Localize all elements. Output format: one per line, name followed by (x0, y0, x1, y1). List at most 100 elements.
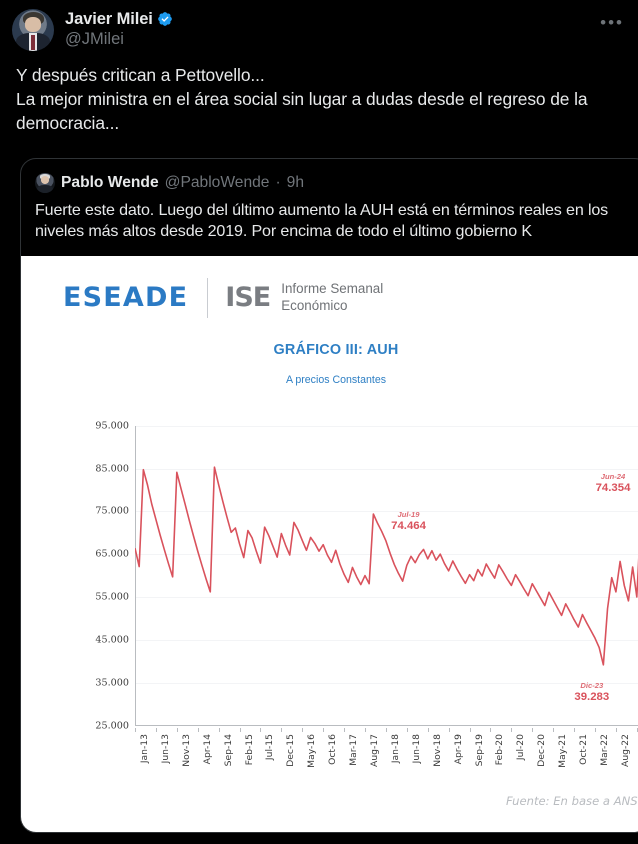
x-axis-tick (574, 727, 576, 732)
brand-divider (207, 277, 209, 318)
y-axis-tick-label: 55.000 (95, 591, 129, 603)
y-axis-tick-label: 35.000 (95, 677, 129, 689)
annotation-date: Dic-23 (580, 680, 604, 690)
x-axis-labels: Jan-13 Jun-13 Nov-13 Apr-14 Sep-14 Feb-15 Jul-… (135, 727, 638, 788)
x-axis-tick-label: Apr-19 (452, 733, 464, 765)
plot-box (135, 425, 638, 726)
x-axis-tick (323, 727, 325, 732)
x-axis-tick-label: Jul-20 (515, 733, 527, 760)
x-axis-tick-label: Jun-13 (159, 733, 171, 764)
grid-line (135, 640, 638, 642)
x-axis-tick (532, 727, 534, 732)
x-axis-tick-label: Apr-14 (201, 733, 213, 765)
x-axis-tick (385, 727, 387, 732)
y-axis-labels: 95.000 85.000 75.000 65.000 55.000 45.000 35.0… (81, 420, 129, 731)
display-name[interactable]: Javier Milei (65, 10, 153, 28)
annotation-value: 74.354 (595, 482, 631, 495)
y-axis-tick-label: 65.000 (95, 548, 129, 560)
eseade-brand-header: ESEADE ISE Informe Semanal Económico (63, 277, 383, 318)
x-axis-tick (595, 727, 596, 732)
x-axis-tick (427, 727, 429, 732)
x-axis-tick-label: Jun-18 (410, 733, 422, 764)
x-axis-tick-label: Dec-20 (536, 733, 548, 767)
quoted-tweet-text: Fuerte este dato. Luego del último aumen… (35, 201, 609, 241)
x-axis-tick (615, 727, 617, 732)
x-axis-tick-label: Feb-15 (243, 733, 255, 766)
x-axis-tick (406, 727, 408, 732)
annotation-value: 74.464 (391, 519, 426, 532)
x-axis-tick (344, 727, 346, 732)
x-axis-tick (553, 727, 555, 732)
x-axis-tick (135, 727, 136, 732)
grid-line (135, 511, 638, 513)
x-axis-tick (302, 727, 304, 732)
plot-area: 95.000 85.000 75.000 65.000 55.000 45.000 35.0… (81, 420, 638, 768)
eseade-logo: ESEADE (63, 282, 189, 314)
x-axis-tick (218, 727, 220, 732)
x-axis-tick-label: May-16 (306, 733, 318, 768)
ise-logo-text: Informe Semanal Económico (281, 281, 383, 314)
x-axis-tick (239, 727, 241, 732)
x-axis-tick-label: Jan-18 (389, 733, 401, 763)
grid-line (135, 554, 638, 556)
x-axis-tick-label: Nov-13 (180, 733, 192, 767)
x-axis-tick (636, 727, 638, 732)
verified-badge-icon (157, 11, 173, 27)
x-axis-tick-label: May-21 (557, 733, 569, 768)
x-axis-tick-label: Jul-15 (264, 733, 276, 760)
x-axis-tick-label: Mar-22 (598, 733, 610, 766)
author-handle[interactable]: @JMilei (65, 30, 124, 49)
x-axis-tick-label: Dec-15 (285, 733, 297, 767)
x-axis-tick (469, 727, 471, 732)
avatar[interactable] (12, 9, 54, 51)
author-names: Javier Milei @JMilei (65, 9, 173, 49)
y-axis-tick-label: 85.000 (95, 463, 129, 475)
grid-line (135, 425, 638, 427)
tweet-header: Javier Milei @JMilei (0, 0, 638, 51)
chart-subtitle: A precios Constantes (285, 373, 387, 386)
quoted-handle[interactable]: @PabloWende (164, 174, 270, 191)
x-axis-tick (176, 727, 178, 732)
ise-text-line-2: Económico (281, 297, 348, 313)
ise-text-line-1: Informe Semanal (281, 281, 384, 297)
series-line-auh (135, 426, 638, 726)
more-options-icon[interactable]: ••• (600, 13, 624, 32)
x-axis-tick-label: Aug-22 (619, 733, 631, 767)
quoted-separator: · (275, 174, 281, 191)
x-axis-tick (511, 727, 513, 732)
grid-line (135, 468, 638, 470)
x-axis-tick (260, 727, 262, 732)
quoted-avatar[interactable] (35, 173, 55, 193)
chart-image[interactable]: ESEADE ISE Informe Semanal Económico GRÁ… (21, 255, 638, 832)
chart-annotation: Jun-24 74.354 (596, 472, 631, 494)
y-axis-tick-label: 25.000 (95, 720, 129, 732)
x-axis-tick-label: Jan-13 (139, 733, 150, 763)
grid-line (135, 682, 638, 684)
ise-logo-mark: ISE (225, 282, 271, 314)
x-axis-tick-label: Oct-21 (578, 733, 590, 765)
quoted-tweet-header: Pablo Wende @PabloWende · 9h (21, 159, 638, 193)
x-axis-tick-label: Sep-19 (473, 733, 485, 767)
quoted-timestamp[interactable]: 9h (286, 174, 305, 191)
x-axis-tick (281, 727, 283, 732)
x-axis-tick (448, 727, 450, 732)
annotation-date: Jun-24 (600, 472, 626, 482)
y-axis-tick-label: 45.000 (95, 634, 129, 646)
x-axis-tick (155, 727, 157, 732)
x-axis-tick-label: Mar-17 (348, 733, 360, 766)
x-axis-tick-label: Aug-17 (368, 733, 380, 767)
x-axis-tick-label: Feb-20 (494, 733, 506, 766)
chart-title: GRÁFICO III: AUH (273, 341, 399, 358)
x-axis-tick (365, 727, 366, 732)
x-axis-tick (197, 727, 199, 732)
chart-annotation: Dic-23 39.283 (574, 681, 609, 703)
quoted-tweet-card[interactable]: Pablo Wende @PabloWende · 9h Fuerte este… (20, 158, 638, 833)
x-axis-tick-label: Sep-14 (222, 733, 234, 767)
quoted-display-name[interactable]: Pablo Wende (61, 174, 159, 191)
tweet-text: Y después critican a Pettovello... La me… (0, 51, 638, 146)
annotation-date: Jul-19 (397, 509, 420, 519)
x-axis-tick (490, 727, 492, 732)
annotation-value: 39.283 (574, 690, 610, 703)
x-axis-line (135, 724, 638, 726)
